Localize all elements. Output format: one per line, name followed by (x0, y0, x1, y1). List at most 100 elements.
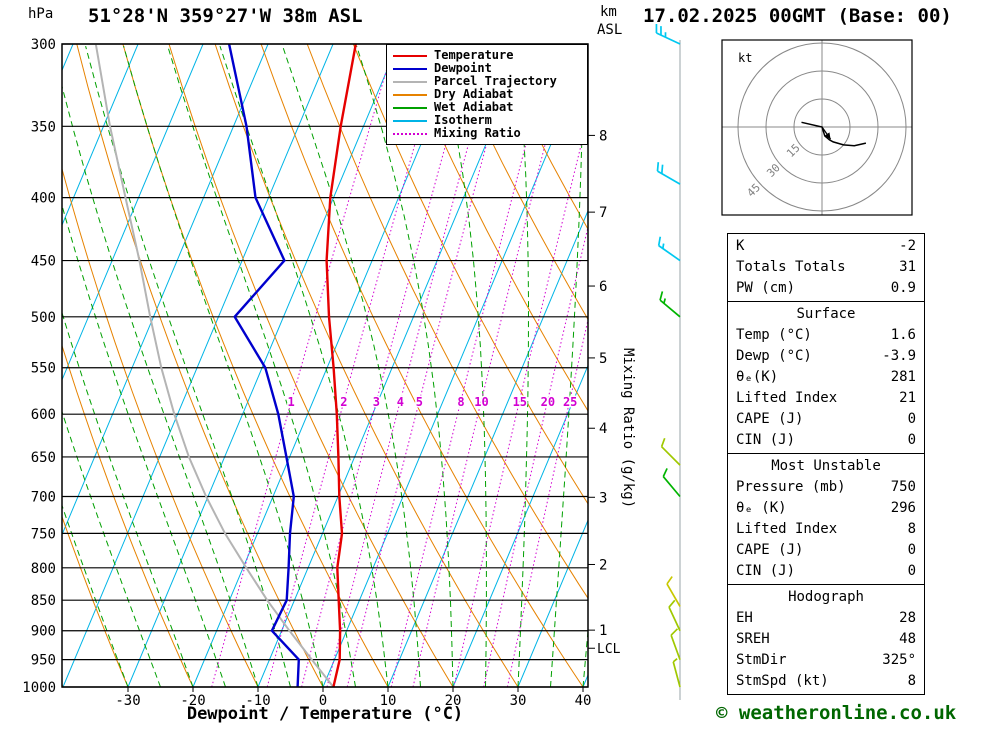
row-label: CIN (J) (736, 432, 796, 448)
svg-text:-30: -30 (115, 693, 140, 709)
svg-text:25: 25 (563, 395, 577, 409)
svg-text:600: 600 (31, 407, 56, 423)
svg-text:450: 450 (31, 254, 56, 270)
row-value: 8 (907, 521, 916, 537)
row-label: Lifted Index (736, 390, 838, 406)
speed-ring (793, 98, 851, 156)
row-value: -2 (899, 238, 916, 254)
wind-barb (655, 24, 681, 45)
legend-line-swatch (393, 80, 427, 83)
row-value: 0 (907, 411, 916, 427)
hodograph-border (721, 39, 913, 216)
svg-text:10: 10 (380, 693, 397, 709)
row-value: 48 (899, 631, 916, 647)
svg-text:400: 400 (31, 191, 56, 207)
svg-text:750: 750 (31, 526, 56, 542)
row-label: StmSpd (kt) (736, 673, 829, 689)
svg-text:8: 8 (457, 395, 464, 409)
svg-text:1000: 1000 (22, 680, 56, 696)
svg-text:950: 950 (31, 653, 56, 669)
legend-line-swatch (393, 106, 427, 109)
table-row: K -2 (728, 236, 924, 257)
legend-item-dewpoint: Dewpoint (393, 62, 581, 75)
svg-text:-10: -10 (245, 693, 270, 709)
svg-text:800: 800 (31, 561, 56, 577)
svg-text:3: 3 (599, 490, 607, 506)
table-row: Dewp (°C) -3.9 (728, 346, 924, 367)
row-value: 296 (890, 500, 916, 516)
wind-barb (659, 291, 681, 318)
row-label: Temp (°C) (736, 327, 812, 343)
legend-item-isotherm: Isotherm (393, 114, 581, 127)
svg-text:30: 30 (510, 693, 527, 709)
svg-text:300: 300 (31, 37, 56, 53)
svg-text:4: 4 (599, 421, 607, 437)
svg-text:4: 4 (397, 395, 404, 409)
curve-dewpoint (227, 44, 301, 687)
table-row: Temp (°C) 1.6 (728, 325, 924, 346)
table-row: StmSpd (kt) 8 (728, 671, 924, 692)
table-section-most-unstable: Most Unstable Pressure (mb) 750 θₑ (K) 296 Li… (728, 454, 924, 585)
svg-text:40: 40 (575, 693, 592, 709)
wind-barb (662, 468, 681, 498)
row-label: StmDir (736, 652, 787, 668)
table-section: K -2 Totals Totals 31 PW (cm) 0.9 (728, 234, 924, 302)
wind-barb (656, 162, 681, 185)
indices-table: K -2 Totals Totals 31 PW (cm) 0.9 Surface Temp … (727, 233, 925, 695)
speed-ring (765, 70, 879, 184)
table-row: CAPE (J) 0 (728, 540, 924, 561)
table-row: Lifted Index 8 (728, 519, 924, 540)
svg-text:kt: kt (738, 51, 752, 65)
row-label: CAPE (J) (736, 542, 804, 558)
row-value: -3.9 (882, 348, 916, 364)
legend-item-label: Wet Adiabat (434, 100, 514, 114)
wet-adiabat-lines (62, 45, 588, 687)
table-section-header: Most Unstable (771, 458, 881, 474)
svg-text:20: 20 (541, 395, 555, 409)
svg-text:850: 850 (31, 593, 56, 609)
table-section-hodograph: Hodograph EH 28 SREH 48 StmDir 325° StmSpd (kt)… (728, 585, 924, 694)
row-value: 0 (907, 542, 916, 558)
table-section-header: Surface (796, 306, 856, 322)
svg-text:1: 1 (288, 395, 295, 409)
svg-text:550: 550 (31, 361, 56, 377)
row-label: CAPE (J) (736, 411, 804, 427)
svg-text:900: 900 (31, 624, 56, 640)
svg-text:20: 20 (445, 693, 462, 709)
svg-text:2: 2 (340, 395, 347, 409)
row-value: 1.6 (890, 327, 916, 343)
table-row: θₑ (K) 296 (728, 498, 924, 519)
page-title: 51°28'N 359°27'W 38m ASL (88, 5, 363, 27)
svg-text:5: 5 (416, 395, 423, 409)
legend-line-swatch (393, 119, 427, 122)
pressure-axis-unit: hPa (28, 6, 54, 22)
legend-item-label: Isotherm (434, 113, 492, 127)
legend-item-parcel-trajectory: Parcel Trajectory (393, 75, 581, 88)
svg-text:-20: -20 (180, 693, 205, 709)
row-value: 325° (882, 652, 916, 668)
row-value: 8 (907, 673, 916, 689)
legend-item-label: Dry Adiabat (434, 87, 514, 101)
legend-line-swatch (393, 93, 427, 96)
sounding-curves (94, 44, 357, 687)
wind-barb (670, 628, 681, 660)
hodograph-trace (801, 121, 867, 147)
row-value: 750 (890, 479, 916, 495)
legend-item-label: Mixing Ratio (434, 126, 521, 140)
row-value: 0 (907, 563, 916, 579)
curve-temperature (325, 44, 357, 687)
row-label: PW (cm) (736, 280, 796, 296)
datetime-label: 17.02.2025 00GMT (Base: 00) (643, 5, 952, 27)
speed-ring (737, 42, 907, 212)
legend-item-label: Parcel Trajectory (434, 74, 557, 88)
row-value: 28 (899, 610, 916, 626)
x-axis-title: Dewpoint / Temperature (°C) (186, 704, 464, 724)
row-label: Dewp (°C) (736, 348, 812, 364)
legend-item-label: Temperature (434, 48, 514, 62)
mixing-ratio-axis-title: Mixing Ratio (g/kg) (620, 348, 636, 509)
row-value: 281 (890, 369, 916, 385)
row-value: 31 (899, 259, 916, 275)
